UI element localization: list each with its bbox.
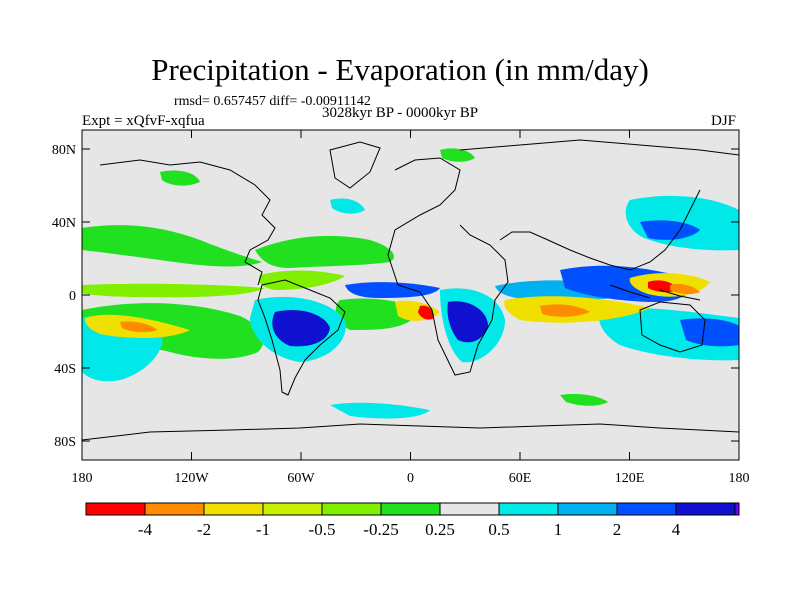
colorbar-box (675, 502, 736, 516)
y-tick-label: 80N (52, 143, 76, 158)
colorbar-box (144, 502, 205, 516)
colorbar-label: 4 (672, 520, 681, 539)
stats-text: rmsd= 0.657457 diff= -0.00911142 (174, 94, 371, 109)
west-pacific-blue (640, 220, 700, 240)
north-atlantic-yellow-green (258, 270, 345, 290)
colorbar-label: -0.5 (309, 520, 336, 539)
x-tick-label: 180 (72, 471, 93, 486)
colorbar-labels: -4 -2 -1 -0.5 -0.25 0.25 0.5 1 2 4 (138, 520, 681, 539)
colorbar-label: -4 (138, 520, 153, 539)
north-america-coast (99, 159, 276, 286)
nh-atlantic-green-band (255, 235, 394, 268)
x-tick-label: 120E (615, 471, 645, 486)
colorbar-box (557, 502, 618, 516)
x-tick-label: 60E (509, 471, 532, 486)
south-indian-blue (680, 318, 739, 347)
x-tick-labels: 180 120W 60W 0 60E 120E 180 (72, 471, 750, 486)
africa-blue (447, 301, 488, 343)
west-pacific-orange (670, 283, 700, 295)
europe-africa-coast (387, 157, 509, 376)
colorbar-box (85, 502, 146, 516)
indonesia-coast (609, 284, 701, 301)
y-axis (82, 148, 739, 442)
colorbar (85, 502, 740, 516)
colorbar-label: 1 (554, 520, 563, 539)
x-tick-label: 0 (407, 471, 414, 486)
x-tick-label: 180 (729, 471, 750, 486)
antarctica-coast (82, 423, 739, 441)
y-tick-label: 80S (54, 435, 76, 450)
y-tick-label: 40S (54, 362, 76, 377)
south-pacific-red (120, 321, 158, 333)
nh-pacific-green-band (82, 225, 262, 267)
y-tick-labels: 80N 40N 0 40S 80S (52, 143, 76, 450)
north-pacific-green (160, 170, 200, 186)
period-text: 3028kyr BP - 0000kyr BP (322, 105, 479, 121)
colorbar-label: -0.25 (363, 520, 398, 539)
colorbar-box (498, 502, 559, 516)
season-label: DJF (711, 113, 737, 129)
south-america-coast (257, 279, 346, 396)
colorbar-box (262, 502, 323, 516)
colorbar-label: 2 (613, 520, 622, 539)
colorbar-label: 0.25 (425, 520, 455, 539)
high-south-cyan (330, 402, 430, 419)
chart-title: Precipitation - Evaporation (in mm/day) (151, 52, 649, 87)
asia-coast (459, 139, 739, 271)
colorbar-label: -2 (197, 520, 211, 539)
australia-coast (639, 301, 706, 353)
colorbar-box (616, 502, 677, 516)
x-tick-label: 120W (174, 471, 209, 486)
colorbar-box (321, 502, 382, 516)
south-america-blue (272, 309, 330, 347)
x-axis (81, 130, 740, 460)
antarctic-green (560, 393, 608, 406)
y-tick-label: 0 (69, 289, 76, 304)
y-tick-label: 40N (52, 216, 76, 231)
colorbar-label: -1 (256, 520, 270, 539)
colorbar-box (734, 502, 740, 516)
south-atlantic-red (418, 305, 434, 320)
x-tick-label: 60W (287, 471, 315, 486)
experiment-label: Expt = xQfvF-xqfua (82, 113, 205, 129)
colorbar-box (380, 502, 441, 516)
europe-green (440, 148, 475, 162)
atlantic-itcz-blue (345, 282, 440, 298)
colorbar-label: 0.5 (488, 520, 509, 539)
colorbar-box (203, 502, 264, 516)
greenland-coast (329, 141, 381, 189)
tropical-pacific-yellow-green (82, 283, 265, 298)
north-atlantic-cyan (330, 198, 365, 214)
colorbar-box (439, 502, 500, 516)
coastlines (82, 139, 739, 441)
indian-ocean-orange (540, 304, 590, 317)
